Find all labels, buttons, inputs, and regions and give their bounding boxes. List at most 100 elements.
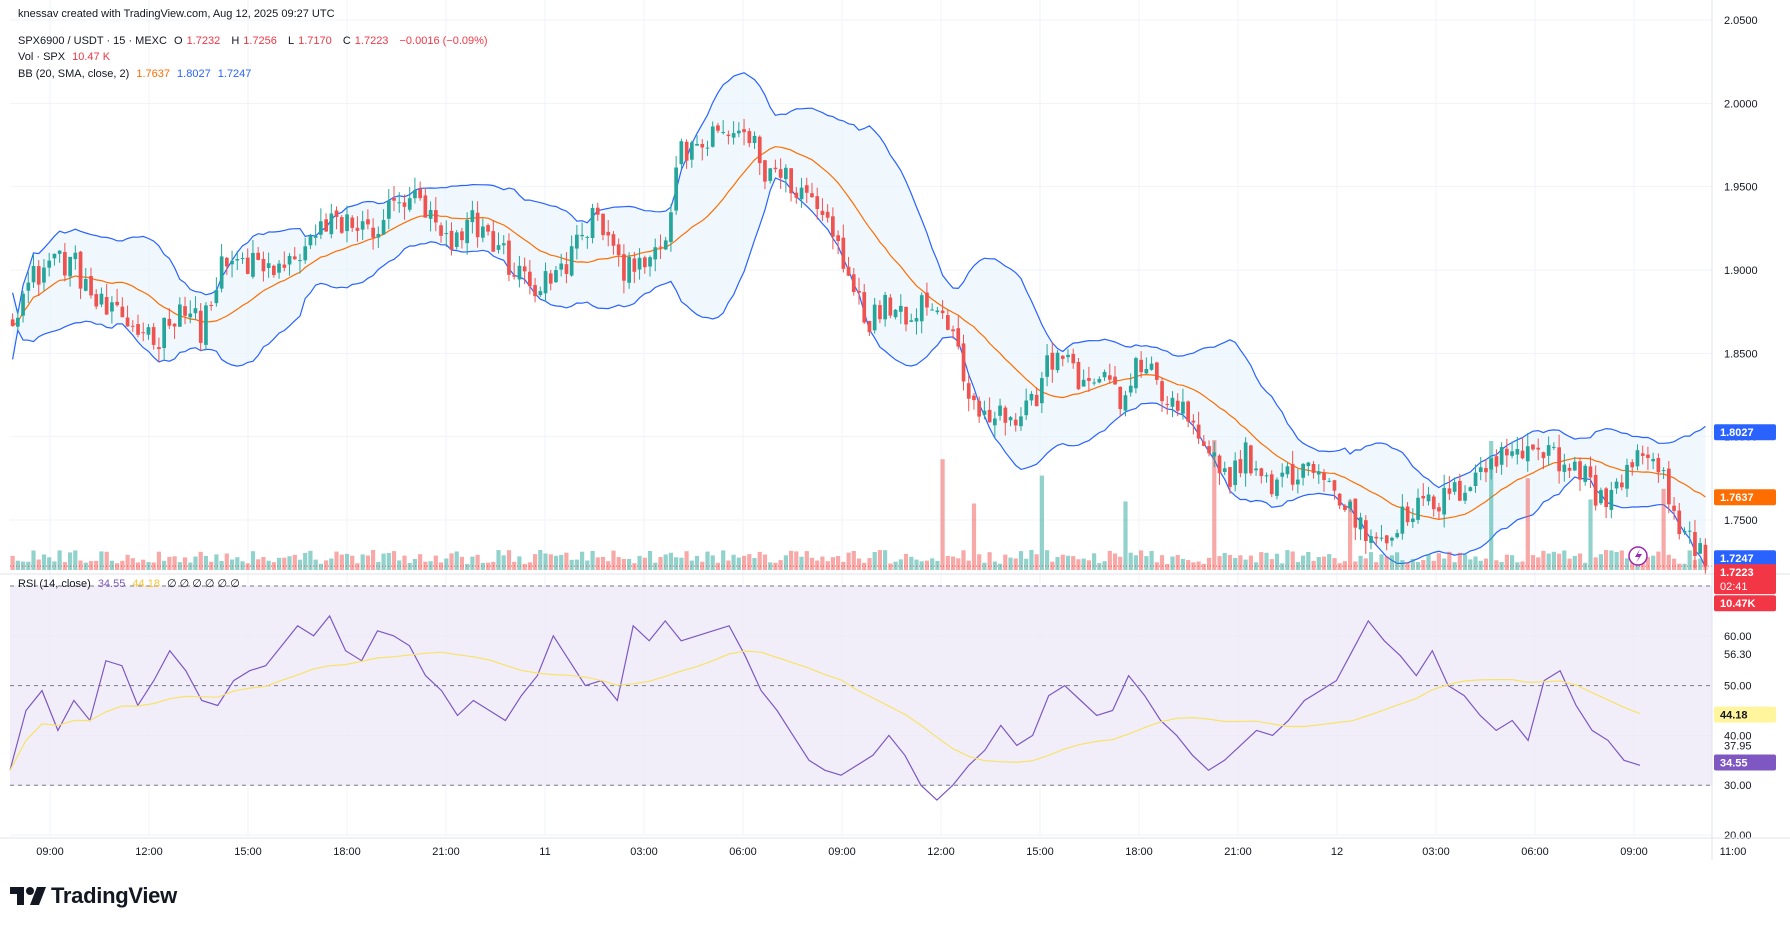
candle-body [157,347,161,349]
volume-bar [1452,562,1457,570]
volume-bar [1593,557,1598,570]
candle-body [548,273,553,284]
candle-body [1071,353,1076,364]
volume-legend[interactable]: Vol · SPX 10.47 K [18,51,114,63]
volume-bar [517,556,522,570]
candle-body [125,317,130,327]
volume-bar [1530,555,1536,570]
symbol-legend[interactable]: SPX6900 / USDT · 15 · MEXC O 1.7232 H 1.72… [18,35,492,47]
candle-body [376,233,381,238]
candle-body [1243,442,1248,474]
candle-body [360,221,365,230]
candle-body [1060,355,1065,359]
candle-body [982,410,987,415]
volume-bar [1086,560,1091,570]
candle-body [580,234,584,237]
candle-body [21,293,25,316]
candle-body [674,167,678,211]
volume-bar [1233,558,1238,570]
volume-bar [250,551,256,570]
candle-body [888,297,893,316]
candle-body [1238,459,1243,474]
volume-bar [444,558,449,570]
bb-lower-price-tag: 1.7247 [1720,553,1754,565]
candle-body [1703,544,1708,567]
volume-bar [836,556,841,570]
bb-legend[interactable]: BB (20, SMA, close, 2) 1.7637 1.8027 1.7… [18,68,255,80]
volume-bar [1071,556,1076,570]
volume-bar [1264,552,1269,570]
volume-bar [1285,550,1290,570]
volume-bar [324,560,329,570]
volume-bar [1368,552,1374,570]
volume-bar [663,554,668,570]
candle-body [1625,464,1629,489]
volume-bar [1379,554,1384,570]
volume-bar [1144,556,1149,570]
volume-bar [1630,558,1635,570]
volume-bar [1426,554,1431,570]
candle-body [491,231,496,252]
volume-bar [689,560,694,570]
volume-bar [230,559,235,570]
candle-body [115,301,119,306]
volume-bar [616,557,621,570]
rsi-legend[interactable]: RSI (14, close) 34.55 44.18 ∅ ∅ ∅ ∅ ∅ ∅ [18,577,244,590]
candle-body [554,270,558,283]
candle-body [1348,501,1352,509]
volume-bar [1515,562,1520,570]
volume-bar [1259,552,1264,570]
symbol-title[interactable]: SPX6900 / USDT · 15 · MEXC [18,35,167,47]
volume-bar [1321,556,1327,570]
bb-basis-line [12,146,1706,521]
volume-bar [1353,561,1358,570]
candle-body [1557,447,1561,472]
rsi-ma-tag-bg [1714,706,1776,723]
volume-bar [574,559,579,570]
time-tick-label: 21:00 [432,846,460,858]
candle-body [16,317,20,327]
volume-bar [318,563,323,570]
volume-bar [679,557,684,570]
volume-bar [308,550,313,570]
volume-bar [961,550,966,570]
candle-body [893,309,898,318]
volume-bar [627,559,632,570]
volume-bar [1577,553,1583,570]
volume-bar [705,551,710,570]
candle-body [737,130,741,134]
candle-body [914,318,919,322]
volume-bar [1207,557,1212,570]
candle-body [1123,395,1128,411]
candle-body [272,265,276,275]
rsi-ma-value: 44.18 [132,578,160,590]
volume-bar [1436,553,1441,570]
candle-body [1583,465,1588,482]
volume-bar [637,555,642,570]
candle-body [1578,461,1582,480]
candle-body [648,257,652,267]
volume-bar [1567,558,1572,570]
candle-body [590,207,595,238]
candle-body [245,257,250,274]
candle-body [507,240,511,275]
candle-body [977,400,981,417]
volume-bar [41,554,47,570]
bb-upper-price-tag: 1.8027 [1720,427,1754,439]
candle-body [486,225,490,232]
volume-bar [125,554,130,570]
volume-bar [94,560,99,570]
candle-body [303,246,308,261]
candle-body [1024,400,1029,416]
candle-body [841,237,846,269]
candle-body [167,319,172,326]
candle-body [1458,480,1462,501]
volume-bar [1551,551,1556,570]
volume-bar [104,551,109,570]
tradingview-logo[interactable]: TradingView [10,883,177,909]
candle-body [710,126,715,147]
volume-price-tag: 10.47K [1720,598,1756,610]
volume-bar [825,561,830,570]
candle-body [434,210,438,223]
